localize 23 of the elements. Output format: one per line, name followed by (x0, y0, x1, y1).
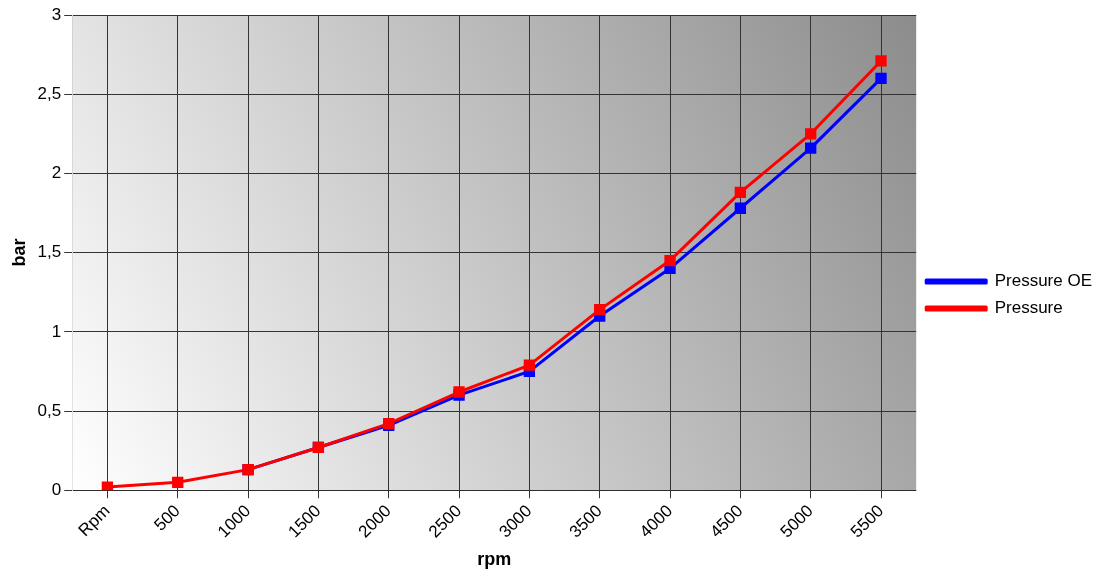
y-tick-label: 1 (51, 321, 62, 341)
x-tick-label: 500 (150, 501, 184, 535)
point (875, 55, 887, 67)
y-tick-label: 2 (51, 163, 62, 183)
point (734, 186, 747, 199)
point (101, 481, 114, 491)
x-axis-title: rpm (477, 549, 512, 570)
y-tick-label: 0,5 (37, 400, 62, 420)
point (594, 303, 606, 316)
legend-label: Pressure OE (994, 271, 1092, 291)
point (734, 202, 747, 214)
y-tick-label: 0 (51, 479, 62, 499)
point (805, 128, 817, 140)
y-tick-label: 1,5 (37, 242, 62, 262)
point (875, 72, 887, 85)
point (664, 254, 676, 267)
point (805, 142, 817, 154)
y-tick-label: 2,5 (37, 83, 62, 103)
y-axis-title: bar (8, 238, 29, 267)
point (523, 359, 536, 371)
point (172, 476, 184, 488)
y-tick-label: 3 (51, 4, 62, 24)
legend-label: Pressure (994, 298, 1063, 318)
